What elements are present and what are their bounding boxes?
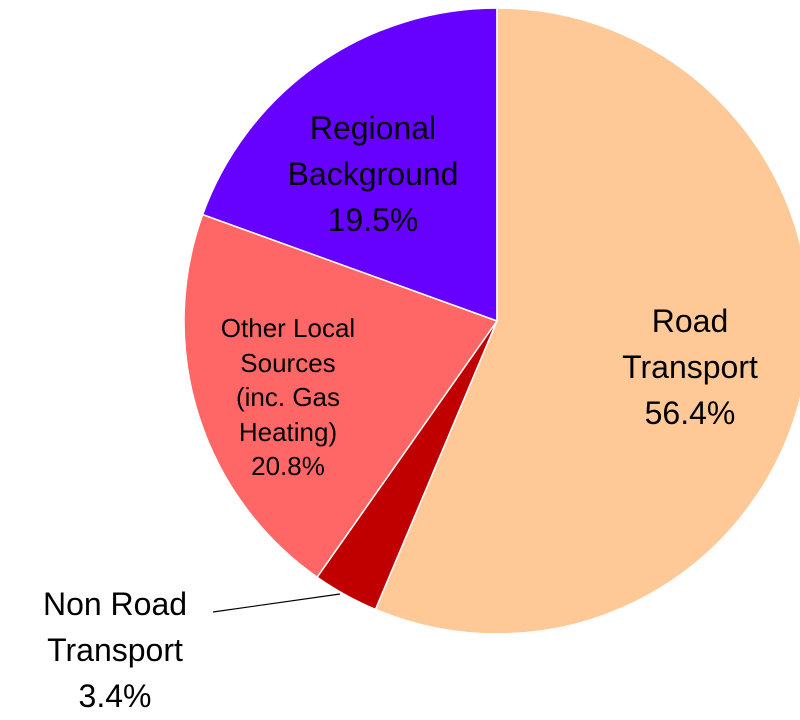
category-name: Other Local Sources (inc. Gas Heating) (220, 312, 356, 447)
value-label: 20.8% (251, 450, 325, 481)
value-label: 19.5% (327, 202, 419, 238)
category-name: Road Transport (622, 303, 758, 385)
slice-label: Non Road Transport 3.4% (28, 581, 203, 719)
value-label: 56.4% (644, 395, 736, 431)
pie-slice (201, 7, 498, 323)
leader-line (212, 593, 341, 613)
slice-label: Other Local Sources (inc. Gas Heating) 20… (214, 311, 362, 484)
slice-label: Road Transport 56.4% (600, 298, 780, 436)
value-label: 3.4% (78, 678, 152, 714)
pie-slice (374, 7, 800, 635)
pie-slice (183, 213, 499, 579)
slice-label: Regional Background 19.5% (263, 105, 483, 243)
category-name: Regional Background (287, 110, 459, 192)
category-name: Non Road Transport (42, 586, 188, 668)
